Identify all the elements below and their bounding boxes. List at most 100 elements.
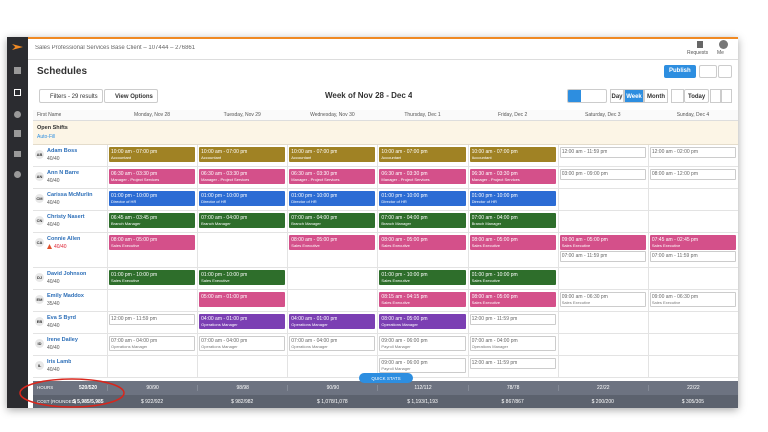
shift[interactable]	[109, 336, 196, 351]
report-icon[interactable]	[14, 130, 21, 137]
shift[interactable]	[379, 213, 466, 228]
shift[interactable]	[649, 251, 736, 262]
shift[interactable]	[379, 169, 466, 184]
shift[interactable]	[469, 358, 556, 369]
filters-button[interactable]: Filters - 29 results	[39, 89, 103, 103]
shift[interactable]	[379, 270, 466, 285]
shift[interactable]	[379, 147, 466, 162]
settings-icon[interactable]	[14, 171, 21, 178]
publish-button[interactable]: Publish	[664, 65, 696, 78]
shift[interactable]	[469, 292, 556, 307]
shift[interactable]	[649, 292, 736, 307]
day-cell	[287, 145, 377, 167]
view-options-button[interactable]: View Options	[104, 89, 158, 103]
schedule-icon[interactable]	[14, 89, 21, 96]
day-cost: $ 867/867	[501, 399, 524, 405]
print-button[interactable]	[718, 65, 732, 78]
requests[interactable]: Requests	[687, 50, 709, 56]
shift[interactable]	[649, 235, 736, 250]
shift[interactable]	[379, 314, 466, 329]
shift[interactable]	[379, 191, 466, 206]
shift[interactable]	[109, 191, 196, 206]
calendar-button[interactable]	[671, 89, 684, 103]
day-cost: $ 200/200	[591, 399, 614, 405]
shift[interactable]	[109, 314, 196, 325]
day-header: Saturday, Dec 3	[585, 112, 621, 118]
employee-name[interactable]: Emily Maddox	[47, 293, 84, 299]
view-button[interactable]: Week	[624, 89, 644, 103]
shift[interactable]	[469, 235, 556, 250]
shift[interactable]	[289, 235, 376, 250]
shift[interactable]	[289, 213, 376, 228]
shift[interactable]	[649, 147, 736, 158]
day-cell	[197, 290, 287, 312]
shift[interactable]	[289, 169, 376, 184]
grid-view-icons[interactable]	[567, 89, 607, 103]
shift[interactable]	[649, 169, 736, 180]
shift[interactable]	[469, 270, 556, 285]
employee-name[interactable]: Ann N Barre	[47, 170, 80, 176]
shift[interactable]	[199, 213, 286, 228]
shift-role: Accountant	[111, 155, 132, 160]
shift[interactable]	[469, 169, 556, 184]
shift[interactable]	[559, 251, 646, 262]
view-button[interactable]: Month	[644, 89, 668, 103]
employee-name[interactable]: Adam Boss	[47, 148, 78, 154]
page-title: Schedules	[37, 66, 88, 77]
employee-name[interactable]: Carissa McMurlin	[47, 192, 93, 198]
day-cell	[467, 290, 558, 312]
shift-role: Manager - Project Services	[111, 177, 160, 182]
shift[interactable]	[379, 336, 466, 351]
shift[interactable]	[199, 191, 286, 206]
tools-button[interactable]	[699, 65, 717, 78]
shift[interactable]	[289, 336, 376, 351]
me[interactable]: Me	[717, 50, 724, 56]
today-button[interactable]: Today	[684, 89, 709, 103]
shift[interactable]	[199, 169, 286, 184]
shift[interactable]	[199, 314, 286, 329]
shift-time: 12:00 pm - 11:59 pm	[471, 315, 518, 322]
shift[interactable]	[199, 336, 286, 351]
shift[interactable]	[289, 314, 376, 329]
shift[interactable]	[379, 235, 466, 250]
shift[interactable]	[109, 169, 196, 184]
employee-name[interactable]: David Johnson	[47, 271, 87, 277]
shift[interactable]	[109, 235, 196, 250]
next-button[interactable]	[721, 89, 732, 103]
shift-time: 07:00 am - 04:00 pm	[201, 214, 248, 221]
shift[interactable]	[469, 336, 556, 351]
shift[interactable]	[289, 191, 376, 206]
quick-stats-button[interactable]: QUICK STATS	[359, 373, 413, 383]
shift[interactable]	[559, 292, 646, 307]
shift[interactable]	[199, 292, 286, 307]
shift[interactable]	[469, 213, 556, 228]
view-button[interactable]: Day	[610, 89, 624, 103]
shift[interactable]	[109, 147, 196, 162]
shift[interactable]	[199, 270, 286, 285]
employee-name[interactable]: Iris Lamb	[47, 359, 72, 365]
shift[interactable]	[379, 358, 466, 373]
shift[interactable]	[469, 191, 556, 206]
home-icon[interactable]	[14, 67, 21, 74]
shift[interactable]	[559, 169, 646, 180]
shift[interactable]	[469, 147, 556, 162]
chat-icon[interactable]	[14, 151, 21, 157]
shift[interactable]	[559, 147, 646, 158]
prev-button[interactable]	[710, 89, 721, 103]
shift-time: 10:00 am - 07:00 pm	[291, 148, 338, 155]
auto-fill-link[interactable]: Auto-Fill	[37, 134, 56, 140]
shift[interactable]	[559, 235, 646, 250]
shift[interactable]	[109, 270, 196, 285]
shift[interactable]	[379, 292, 466, 307]
shift[interactable]	[289, 147, 376, 162]
day-cell	[287, 290, 377, 312]
employee-name[interactable]: Christy Nasert	[47, 214, 85, 220]
shift[interactable]	[199, 147, 286, 162]
employee-name[interactable]: Eva S Byrd	[47, 315, 77, 321]
shift-time: 08:00 am - 05:00 pm	[381, 236, 428, 243]
employee-name[interactable]: Connie Allen	[47, 236, 81, 242]
shift[interactable]	[109, 213, 196, 228]
people-icon[interactable]	[14, 111, 21, 118]
employee-name[interactable]: Irene Dailey	[47, 337, 78, 343]
shift[interactable]	[469, 314, 556, 325]
